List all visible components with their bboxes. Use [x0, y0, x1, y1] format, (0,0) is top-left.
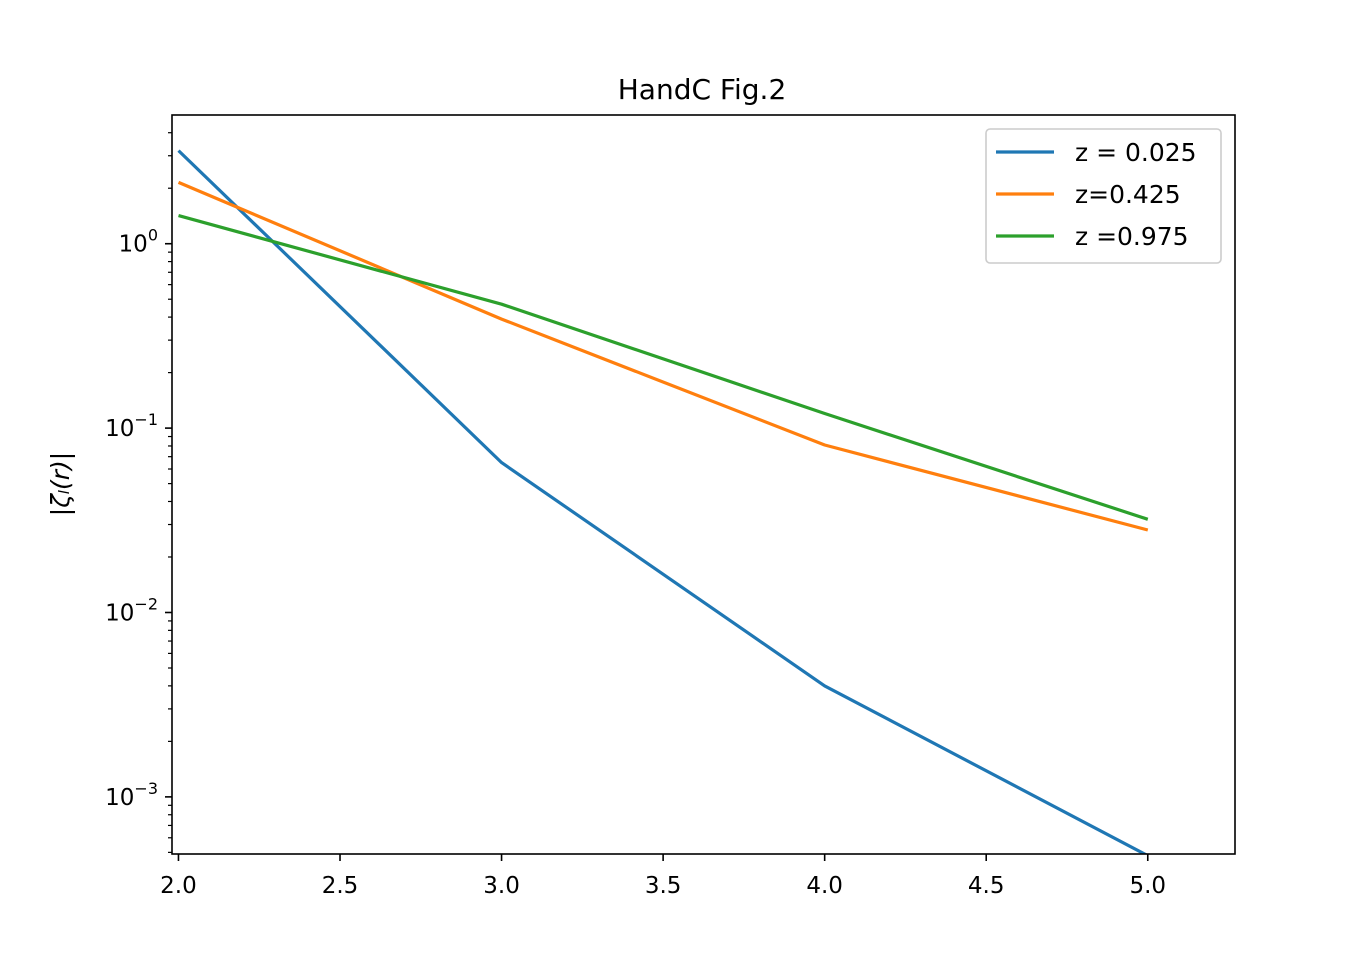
y-axis-label: |ζₗ(r)| [46, 452, 75, 516]
x-tick-label: 3.0 [483, 873, 520, 899]
chart-title: HandC Fig.2 [618, 73, 787, 106]
x-axis: 2.0 2.5 3.0 3.5 4.0 4.5 5.0 [160, 854, 1166, 899]
x-tick-label: 4.0 [806, 873, 843, 899]
series-lines [177, 149, 1149, 854]
series-line-2 [177, 180, 1149, 532]
plot-area [171, 114, 1236, 855]
legend: z = 0.025 z=0.425 z =0.975 [985, 128, 1222, 264]
legend-label-2: z=0.425 [1075, 180, 1181, 209]
x-tick-label: 4.5 [968, 873, 1005, 899]
y-tick-label: 100 [119, 226, 158, 258]
x-tick-label: 2.5 [322, 873, 359, 899]
legend-label-1: z = 0.025 [1075, 138, 1197, 167]
x-tick-label: 3.5 [645, 873, 682, 899]
legend-box [985, 128, 1222, 264]
plot-frame [171, 114, 1236, 855]
series-line-3 [178, 214, 1149, 521]
x-tick-label: 5.0 [1129, 873, 1166, 899]
x-tick-label: 2.0 [160, 873, 197, 899]
legend-label-3: z =0.975 [1075, 222, 1189, 251]
y-axis: 100 10−1 10−2 10−3 [105, 132, 172, 853]
y-tick-label: 10−2 [105, 594, 158, 626]
series-line-1 [177, 149, 1149, 854]
y-tick-label: 10−3 [105, 779, 158, 811]
y-tick-label: 10−1 [105, 410, 158, 442]
